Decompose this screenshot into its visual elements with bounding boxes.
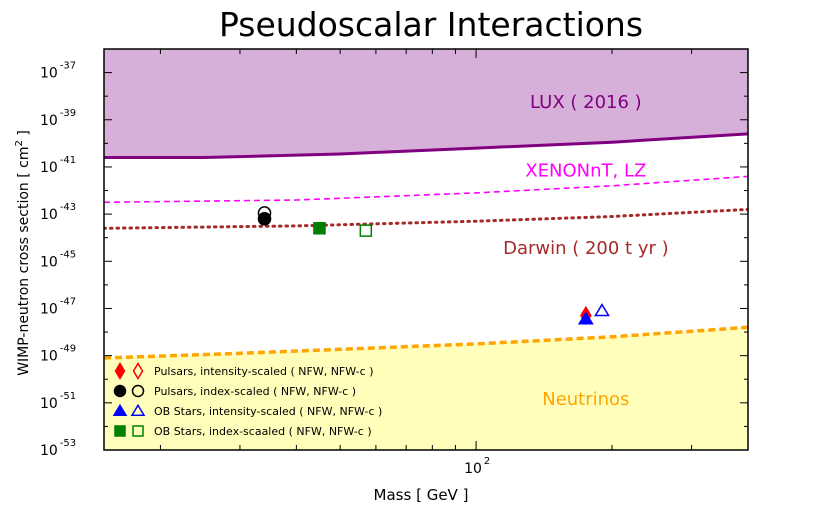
series-fill-0 — [104, 49, 748, 158]
region-label-1: XENONnT, LZ — [525, 160, 646, 181]
legend-label-1: Pulsars, index-scaled ( NFW, NFW-c ) — [154, 385, 356, 398]
y-tick-label: 10 -47 — [40, 296, 76, 317]
region-label-2: Darwin ( 200 t yr ) — [503, 238, 669, 259]
chart-title: Pseudoscalar Interactions — [219, 5, 643, 44]
y-tick-label: 10 -53 — [40, 438, 76, 459]
series-line-3 — [104, 325, 748, 360]
y-tick-label: 10 -51 — [40, 391, 76, 412]
legend-marker-filled-0 — [114, 362, 126, 380]
y-tick-label: 10 -39 — [40, 108, 76, 129]
legend-label-3: OB Stars, index-scaaled ( NFW, NFW-c ) — [154, 425, 372, 438]
legend: Pulsars, intensity-scaled ( NFW, NFW-c )… — [112, 362, 382, 438]
region-label-0: LUX ( 2016 ) — [530, 92, 642, 113]
y-tick-label: 10 -45 — [40, 249, 76, 270]
legend-marker-open-0 — [132, 362, 144, 380]
point-pulsar-index-scaled-nfwc — [257, 206, 272, 220]
legend-label-2: OB Stars, intensity-scaled ( NFW, NFW-c … — [154, 405, 382, 418]
legend-marker-open-1 — [131, 384, 145, 398]
legend-label-0: Pulsars, intensity-scaled ( NFW, NFW-c ) — [154, 365, 373, 378]
point-ob-index-scaled-nfw — [313, 222, 326, 235]
series-line-2 — [104, 207, 748, 230]
region-label-3: Neutrinos — [542, 389, 629, 410]
point-ob-index-scaled-nfwc — [359, 224, 373, 237]
legend-marker-filled-1 — [113, 384, 127, 398]
series-line-0 — [104, 132, 748, 159]
legend-marker-filled-3 — [114, 425, 126, 437]
x-tick-label: 10 2 — [464, 456, 490, 477]
legend-marker-open-2 — [130, 403, 146, 417]
y-axis-label: WIMP-neutron cross section [ cm2 ] — [14, 130, 32, 376]
series-line-1 — [104, 175, 748, 204]
x-axis-label: Mass [ GeV ] — [374, 486, 469, 504]
point-ob-intensity-scaled-nfw — [577, 311, 594, 325]
plot-area: LUX ( 2016 ) XENONnT, LZ Darwin ( 200 t yr… — [104, 49, 748, 450]
y-tick-label: 10 -49 — [40, 344, 76, 365]
y-tick-label: 10 -41 — [40, 155, 76, 176]
plot-frame — [103, 48, 749, 451]
axes: 10-37 10-39 10-41 10-43 10-45 10-47 10-49 10-51… — [40, 48, 749, 477]
legend-marker-open-3 — [132, 425, 144, 437]
series-fill-3 — [104, 327, 748, 450]
y-tick-label: 10 -37 — [40, 61, 76, 82]
y-tick-label: 10 -43 — [40, 202, 76, 223]
legend-marker-filled-2 — [112, 403, 128, 417]
point-ob-intensity-scaled-nfwc — [594, 303, 610, 317]
